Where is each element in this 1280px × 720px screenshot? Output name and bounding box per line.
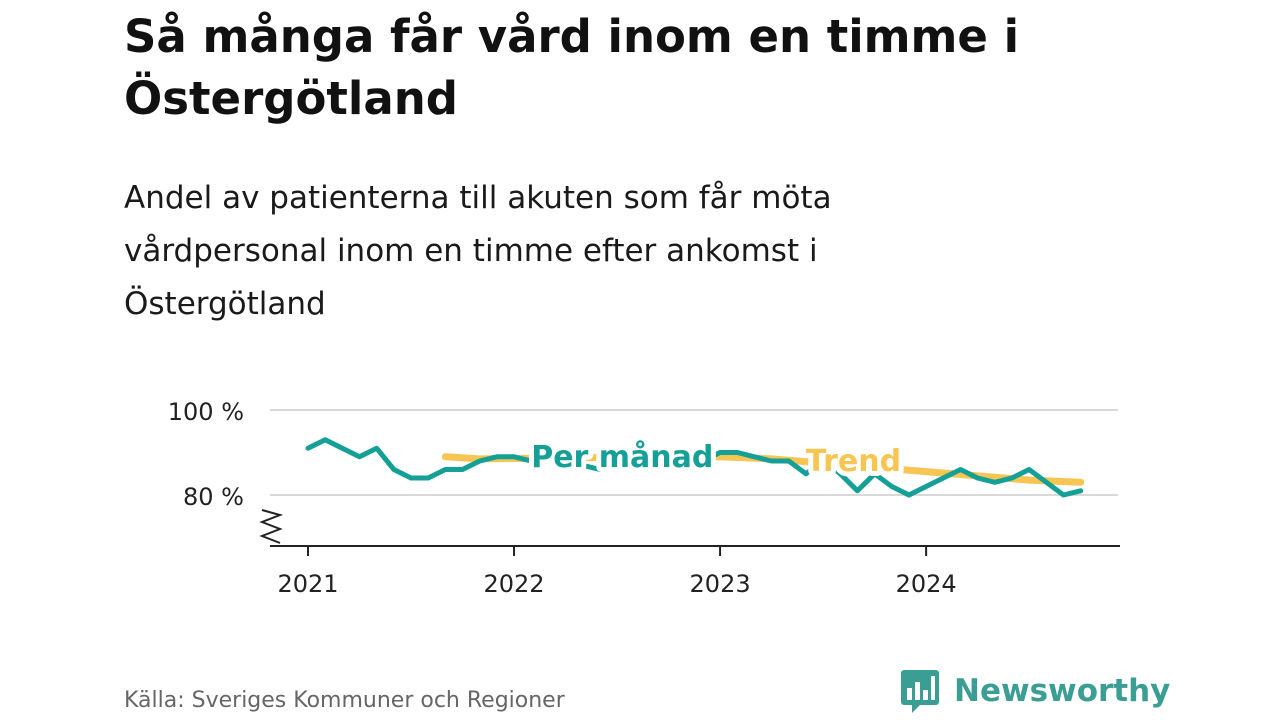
- chart-title: Så många får vård inom en timme i Österg…: [124, 10, 1020, 125]
- brand[interactable]: Newsworthy: [900, 668, 1170, 714]
- newsworthy-logo-icon: [901, 670, 939, 713]
- source-note: Källa: Sveriges Kommuner och Regioner: [124, 688, 565, 713]
- x-tick-label: 2024: [896, 570, 957, 598]
- line-chart: 100 % 80 % 2021 2022 2023 2024 Per månad Trend: [168, 398, 1120, 598]
- x-tick-label: 2023: [690, 570, 751, 598]
- monthly-line: [305, 437, 1084, 498]
- brand-name: Newsworthy: [954, 673, 1171, 709]
- x-tick-label: 2021: [277, 570, 338, 598]
- x-tick-label: 2022: [484, 570, 545, 598]
- chart-subtitle: Andel av patienterna till akuten som får…: [124, 180, 832, 322]
- y-tick-label: 80 %: [183, 483, 244, 511]
- axis-layer: 100 % 80 % 2021 2022 2023 2024: [168, 398, 1120, 598]
- grid-layer: [270, 409, 1118, 496]
- series-label-monthly: Per månad: [531, 439, 713, 475]
- series-label-trend: Trend: [806, 444, 901, 479]
- axis-break-icon: [259, 509, 284, 544]
- monthly-layer: [305, 437, 1084, 498]
- y-tick-label: 100 %: [168, 398, 244, 426]
- label-layer: Per månad Trend: [526, 434, 906, 484]
